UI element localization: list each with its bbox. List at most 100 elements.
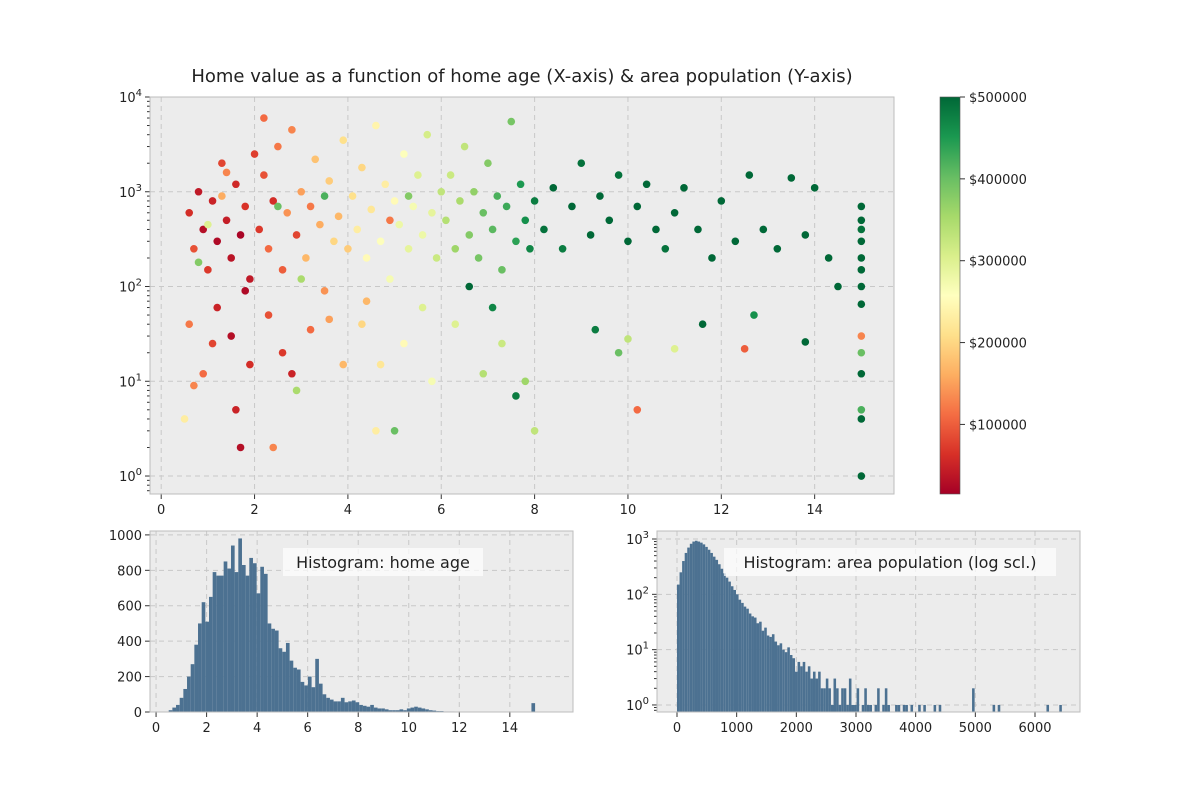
scatter-point	[218, 159, 226, 167]
histogram-bar	[867, 705, 870, 712]
histogram-bar	[312, 687, 316, 712]
scatter-point	[386, 216, 394, 224]
histogram-bar	[708, 550, 711, 712]
scatter-point	[428, 209, 436, 217]
scatter-point	[732, 237, 740, 245]
histogram-bar	[275, 631, 279, 712]
y-tick-label: 0	[134, 706, 142, 721]
histogram-bar	[816, 679, 819, 712]
scatter-point	[209, 340, 217, 348]
scatter-point	[279, 266, 287, 274]
histogram-bar	[341, 698, 345, 712]
histogram-bar	[780, 643, 783, 712]
scatter-point	[274, 143, 282, 151]
y-tick-label: 103	[626, 530, 649, 548]
histogram-bar	[705, 547, 708, 712]
histogram-bar	[731, 586, 734, 712]
scatter-point	[605, 216, 613, 224]
scatter-point	[297, 275, 305, 283]
scatter-point	[858, 415, 866, 423]
scatter-point	[227, 254, 235, 262]
colorbar-tick-label: $200000	[969, 337, 1027, 352]
histogram-bar	[235, 572, 239, 712]
scatter-point	[204, 221, 212, 229]
scatter-point	[428, 377, 436, 385]
scatter-point	[531, 427, 539, 435]
histogram-bar	[337, 701, 341, 712]
scatter-point	[232, 180, 240, 188]
histogram-bar	[836, 688, 839, 712]
scatter-point	[498, 266, 506, 274]
scatter-point	[568, 203, 576, 211]
scatter-point	[381, 180, 389, 188]
histogram-bar	[209, 597, 213, 712]
scatter-point	[718, 197, 726, 205]
scatter-point	[353, 226, 361, 234]
scatter-point	[549, 184, 557, 192]
histogram-bar	[220, 576, 224, 712]
histogram-bar	[687, 548, 690, 712]
histogram-bar	[187, 677, 191, 712]
scatter-point	[386, 275, 394, 283]
x-tick-label: 10	[400, 721, 417, 736]
scatter-point	[335, 213, 343, 221]
x-tick-label: 14	[502, 721, 519, 736]
scatter-point	[802, 231, 810, 239]
scatter-point	[405, 245, 413, 253]
x-tick-label: 6000	[1018, 721, 1051, 736]
scatter-point	[633, 203, 641, 211]
scatter-point	[591, 326, 599, 334]
scatter-point	[279, 349, 287, 357]
scatter-point	[633, 406, 641, 414]
x-tick-label: 4	[344, 503, 352, 518]
scatter-point	[395, 221, 403, 229]
histogram-bar	[918, 705, 921, 712]
scatter-point	[521, 377, 529, 385]
scatter-point	[190, 382, 198, 390]
histogram-bar	[882, 705, 885, 712]
scatter-point	[321, 192, 329, 200]
scatter-point	[307, 203, 315, 211]
scatter-point	[400, 150, 408, 158]
scatter-point	[246, 361, 254, 369]
histogram-bar	[826, 679, 829, 712]
scatter-point	[316, 221, 324, 229]
histogram-bar	[782, 650, 785, 712]
scatter-point	[652, 226, 660, 234]
histogram-bar	[751, 616, 754, 712]
scatter-point	[349, 192, 357, 200]
histogram-bar	[844, 688, 847, 712]
y-tick-label: 100	[626, 696, 649, 714]
scatter-point	[377, 237, 385, 245]
scatter-point	[521, 216, 529, 224]
scatter-point	[265, 245, 273, 253]
histogram-bar	[754, 618, 757, 712]
histogram-bar	[777, 645, 780, 712]
scatter-point	[213, 304, 221, 312]
scatter-point	[358, 320, 366, 328]
histogram-bar	[695, 541, 698, 712]
histogram-bar	[710, 553, 713, 712]
scatter-point	[484, 159, 492, 167]
scatter-point	[218, 192, 226, 200]
histogram-bar	[790, 655, 793, 712]
x-tick-label: 4000	[899, 721, 932, 736]
scatter-point	[498, 340, 506, 348]
scatter-point	[344, 245, 352, 253]
scatter-point	[269, 444, 277, 452]
scatter-point	[694, 226, 702, 234]
scatter-point	[858, 332, 866, 340]
histogram-bar	[323, 694, 327, 712]
scatter-point	[288, 370, 296, 378]
histogram-bar	[721, 569, 724, 712]
scatter-point	[325, 316, 333, 324]
scatter-point	[489, 226, 497, 234]
scatter-point	[213, 237, 221, 245]
histogram-bar	[231, 546, 235, 712]
histogram-bar	[703, 544, 706, 712]
scatter-point	[858, 237, 866, 245]
histogram-bar	[359, 705, 363, 712]
scatter-point	[447, 171, 455, 179]
scatter-point	[339, 361, 347, 369]
histogram-bar	[367, 707, 371, 712]
